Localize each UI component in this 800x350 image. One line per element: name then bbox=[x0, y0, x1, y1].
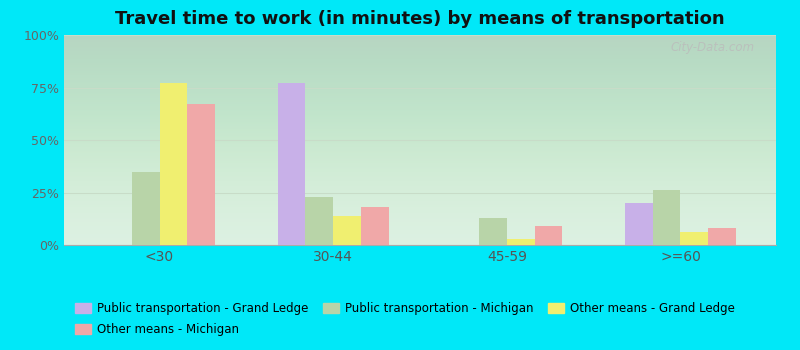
Title: Travel time to work (in minutes) by means of transportation: Travel time to work (in minutes) by mean… bbox=[115, 10, 725, 28]
Bar bbox=[625, 203, 653, 245]
Text: City-Data.com: City-Data.com bbox=[670, 41, 754, 54]
Bar bbox=[278, 83, 306, 245]
Bar bbox=[132, 172, 159, 245]
Bar bbox=[708, 228, 736, 245]
Bar bbox=[306, 197, 333, 245]
Bar bbox=[361, 207, 389, 245]
Legend: Other means - Michigan: Other means - Michigan bbox=[70, 318, 244, 341]
Bar bbox=[159, 83, 187, 245]
Bar bbox=[479, 218, 507, 245]
Bar bbox=[333, 216, 361, 245]
Bar bbox=[534, 226, 562, 245]
Bar bbox=[507, 239, 534, 245]
Legend: Public transportation - Grand Ledge, Public transportation - Michigan, Other mea: Public transportation - Grand Ledge, Pub… bbox=[70, 297, 740, 320]
Bar bbox=[681, 232, 708, 245]
Bar bbox=[187, 104, 215, 245]
Bar bbox=[653, 190, 681, 245]
